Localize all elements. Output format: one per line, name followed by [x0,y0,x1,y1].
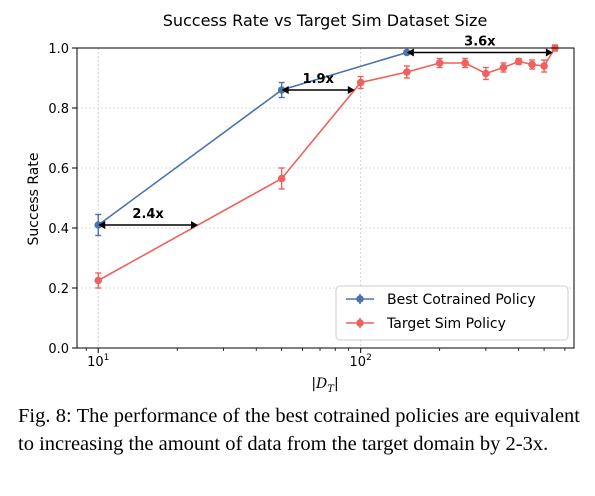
annotation-0: 2.4x [98,207,198,229]
data-point [540,62,548,70]
x-axis: |DT| 101 102 [86,348,565,395]
chart: Success Rate vs Target Sim Dataset Size … [0,0,595,400]
x-tick-label: 101 [87,353,109,370]
data-point [482,70,490,78]
data-point [461,59,469,67]
annotation-2: 3.6x [407,35,553,57]
y-axis-label: Success Rate [26,153,42,246]
annotation-label: 3.6x [464,35,496,50]
figure-caption: Fig. 8: The performance of the best cotr… [18,402,580,458]
y-tick-label: 1.0 [48,42,69,57]
y-tick-label: 0.2 [48,282,69,297]
x-tick-label: 102 [350,353,372,370]
y-tick-label: 0.0 [48,342,69,357]
annotation-label: 2.4x [132,207,164,222]
data-point [278,175,286,183]
y-tick-label: 0.4 [48,222,69,237]
annotation-label: 1.9x [303,72,335,87]
chart-title: Success Rate vs Target Sim Dataset Size [163,11,488,30]
y-axis: Success Rate 0.0 0.2 0.4 0.6 0.8 1.0 [26,42,77,357]
annotations-layer: 2.4x 1.9x 3.6x [98,35,553,230]
data-point [403,68,411,76]
x-axis-label: |DT| [311,376,338,395]
data-point [357,79,365,87]
legend-label-target: Target Sim Policy [386,316,506,332]
data-point [528,61,536,69]
y-tick-label: 0.8 [48,102,69,117]
data-point [500,64,508,72]
data-point [94,277,102,285]
legend: Best Cotrained Policy Target Sim Policy [336,286,568,340]
data-point [436,59,444,67]
y-tick-label: 0.6 [48,162,69,177]
annotation-1: 1.9x [282,72,355,94]
legend-label-cotrained: Best Cotrained Policy [387,292,536,308]
data-point [515,58,523,66]
